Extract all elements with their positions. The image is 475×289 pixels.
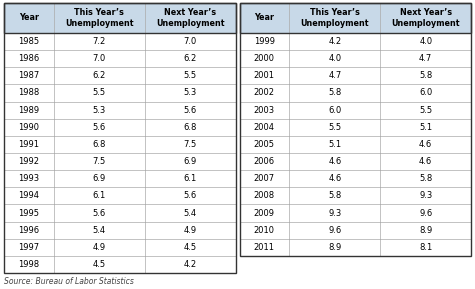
Text: 4.5: 4.5 [184,243,197,252]
Text: Source: Bureau of Labor Statistics: Source: Bureau of Labor Statistics [4,277,134,286]
Text: 4.2: 4.2 [184,260,197,269]
Text: 8.1: 8.1 [419,243,432,252]
Text: This Year’s
Unemployment: This Year’s Unemployment [65,8,133,28]
Bar [4,3,236,33]
Text: 1995: 1995 [19,208,39,218]
Bar [239,3,471,256]
Text: 5.3: 5.3 [93,106,106,115]
Text: 9.3: 9.3 [328,208,342,218]
Text: 4.6: 4.6 [328,174,342,183]
Bar [4,3,236,33]
Text: 6.8: 6.8 [93,140,106,149]
Text: 1988: 1988 [18,88,39,97]
Text: 4.9: 4.9 [93,243,106,252]
Text: 5.1: 5.1 [328,140,342,149]
Bar [239,3,471,33]
Text: 2008: 2008 [254,191,275,200]
Text: 2003: 2003 [254,106,275,115]
Text: 5.8: 5.8 [419,174,432,183]
Text: 6.0: 6.0 [419,88,432,97]
Text: 4.6: 4.6 [328,157,342,166]
Text: 6.8: 6.8 [183,123,197,132]
Text: 8.9: 8.9 [328,243,342,252]
Text: 2011: 2011 [254,243,275,252]
Text: 5.8: 5.8 [328,191,342,200]
Text: 5.8: 5.8 [419,71,432,80]
Text: 1999: 1999 [254,37,275,46]
Text: 2007: 2007 [254,174,275,183]
Text: 8.9: 8.9 [419,226,432,235]
Text: 7.5: 7.5 [93,157,106,166]
Bar [4,3,236,273]
Text: 6.2: 6.2 [93,71,106,80]
Text: 2002: 2002 [254,88,275,97]
Text: 5.6: 5.6 [93,123,106,132]
Text: Next Year’s
Unemployment: Next Year’s Unemployment [156,8,225,28]
Text: 5.6: 5.6 [93,208,106,218]
Text: 4.9: 4.9 [184,226,197,235]
Text: 2005: 2005 [254,140,275,149]
Text: 6.2: 6.2 [184,54,197,63]
Text: 1991: 1991 [19,140,39,149]
Text: 1986: 1986 [18,54,39,63]
Text: 1987: 1987 [18,71,39,80]
Text: 2010: 2010 [254,226,275,235]
Text: 5.6: 5.6 [184,106,197,115]
Text: 4.5: 4.5 [93,260,106,269]
Text: 6.9: 6.9 [93,174,106,183]
Text: 4.6: 4.6 [419,140,432,149]
Text: 7.2: 7.2 [93,37,106,46]
Text: 1998: 1998 [19,260,39,269]
Text: 1994: 1994 [19,191,39,200]
Text: 2004: 2004 [254,123,275,132]
Text: 9.6: 9.6 [328,226,342,235]
Text: 1997: 1997 [19,243,39,252]
Text: 5.4: 5.4 [93,226,106,235]
Text: 4.2: 4.2 [328,37,342,46]
Text: 5.6: 5.6 [184,191,197,200]
Text: 1990: 1990 [19,123,39,132]
Text: 6.1: 6.1 [184,174,197,183]
Text: 7.0: 7.0 [184,37,197,46]
Text: 4.7: 4.7 [328,71,342,80]
Bar [239,3,471,33]
Text: This Year’s
Unemployment: This Year’s Unemployment [301,8,369,28]
Text: 7.5: 7.5 [184,140,197,149]
Text: 4.0: 4.0 [419,37,432,46]
Text: 4.7: 4.7 [419,54,432,63]
Text: 1985: 1985 [19,37,39,46]
Text: 5.1: 5.1 [419,123,432,132]
Text: 9.3: 9.3 [419,191,432,200]
Text: 5.5: 5.5 [93,88,106,97]
Text: 1996: 1996 [19,226,39,235]
Text: 2001: 2001 [254,71,275,80]
Text: 2009: 2009 [254,208,275,218]
Text: 6.9: 6.9 [184,157,197,166]
Text: 5.4: 5.4 [184,208,197,218]
Text: 1993: 1993 [19,174,39,183]
Text: 6.1: 6.1 [93,191,106,200]
Text: 1992: 1992 [19,157,39,166]
Text: 5.3: 5.3 [184,88,197,97]
Text: Year: Year [19,14,39,23]
Text: 2000: 2000 [254,54,275,63]
Text: 4.6: 4.6 [419,157,432,166]
Text: 5.5: 5.5 [419,106,432,115]
Text: 5.5: 5.5 [184,71,197,80]
Text: 4.0: 4.0 [328,54,342,63]
Text: 6.0: 6.0 [328,106,342,115]
Text: Year: Year [255,14,275,23]
Text: Next Year’s
Unemployment: Next Year’s Unemployment [391,8,460,28]
Text: 7.0: 7.0 [93,54,106,63]
Text: 5.8: 5.8 [328,88,342,97]
Text: 1989: 1989 [19,106,39,115]
Text: 9.6: 9.6 [419,208,432,218]
Text: 2006: 2006 [254,157,275,166]
Text: 5.5: 5.5 [328,123,342,132]
